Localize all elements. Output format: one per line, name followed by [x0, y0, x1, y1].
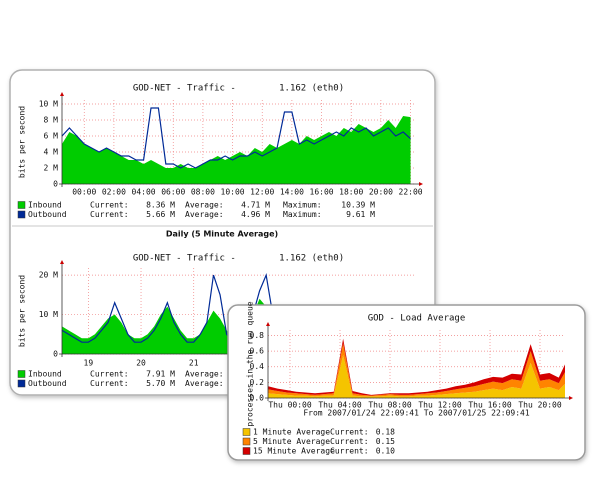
line	[61, 107, 411, 169]
legend-name: 15 Minute Average	[253, 447, 335, 456]
x-tick-label: 12:00	[250, 188, 274, 197]
x-tick-label: Thu 12:00	[418, 401, 462, 410]
y-tick-label: 0	[53, 350, 58, 359]
x-tick-label: 20	[136, 359, 146, 368]
y-axis-label: bits per second	[18, 275, 27, 347]
traffic-day-graph: GOD-NET - Traffic - 1.162 (eth0) bits per…	[17, 84, 423, 239]
axis-arrow	[569, 396, 573, 400]
legend-field: Current:	[330, 428, 369, 437]
axis-arrow	[60, 260, 64, 264]
y-tick-label: 0	[53, 180, 58, 189]
legend-value: 0.10	[376, 447, 395, 456]
graph-title: GOD - Load Average	[368, 314, 466, 324]
legend-swatch	[242, 428, 251, 436]
x-tick-label: Thu 00:00	[268, 401, 312, 410]
x-tick-label: 22:00	[399, 188, 423, 197]
legend-swatch	[17, 201, 26, 209]
axis-arrow	[60, 92, 64, 96]
y-tick-label: 0.2	[250, 378, 265, 387]
y-tick-label: 6 M	[44, 132, 59, 141]
graph-subtitle: From 2007/01/24 22:09:41 To 2007/01/25 2…	[303, 409, 530, 418]
x-tick-label: 04:00	[132, 188, 156, 197]
legend-field: Current:	[330, 447, 369, 456]
x-tick-label: 06:00	[161, 188, 185, 197]
legend-name: Outbound	[28, 379, 67, 388]
legend-value: 9.61 M	[346, 210, 375, 219]
y-tick-label: 8 M	[44, 116, 59, 125]
legend-swatch	[17, 210, 26, 219]
area	[268, 343, 565, 397]
x-tick-label: 16:00	[310, 188, 334, 197]
legend-field: Maximum:	[283, 210, 322, 219]
x-tick-label: 08:00	[191, 188, 215, 197]
y-tick-label: 10 M	[39, 310, 58, 319]
x-tick-label: 00:00	[72, 188, 96, 197]
x-tick-label: Thu 08:00	[368, 401, 412, 410]
x-tick-label: 21	[189, 359, 199, 368]
legend-field: Average:	[185, 210, 224, 219]
legend-field: Current:	[90, 201, 129, 210]
graph-title: GOD-NET - Traffic - 1.162 (eth0)	[133, 84, 344, 94]
x-tick-label: 10:00	[221, 188, 245, 197]
legend-value: 10.39 M	[341, 201, 375, 210]
legend-field: Average:	[185, 370, 224, 379]
area	[62, 116, 411, 184]
legend-value: 4.96 M	[241, 210, 270, 219]
y-tick-label: 4 M	[44, 148, 59, 157]
legend-field: Current:	[90, 210, 129, 219]
section-caption: Daily (5 Minute Average)	[166, 230, 278, 239]
legend-swatch	[17, 370, 26, 378]
y-tick-label: 0.4	[250, 362, 265, 371]
y-tick-label: 0.0	[250, 394, 265, 403]
legend-value: 5.66 M	[146, 210, 175, 219]
legend-value: 7.91 M	[146, 370, 175, 379]
legend-name: 5 Minute Average	[253, 437, 330, 446]
x-tick-label: Thu 16:00	[468, 401, 512, 410]
legend-field: Average:	[185, 379, 224, 388]
load-graph: GOD - Load Average processes in the run q…	[242, 301, 573, 456]
legend-value: 4.71 M	[241, 201, 270, 210]
legend-swatch	[242, 447, 251, 455]
legend-name: Inbound	[28, 370, 62, 379]
y-axis-label: processes in the run queue	[246, 301, 255, 426]
legend-swatch	[242, 437, 251, 446]
y-tick-label: 0.8	[250, 331, 265, 340]
area	[62, 298, 273, 354]
axis-arrow	[419, 182, 423, 186]
x-tick-label: 19	[84, 359, 94, 368]
y-tick-label: 0.6	[250, 347, 265, 356]
legend-value: 8.36 M	[146, 201, 175, 210]
legend-value: 5.70 M	[146, 379, 175, 388]
x-tick-label: 14:00	[280, 188, 304, 197]
legend-field: Maximum:	[283, 201, 322, 210]
legend-swatch	[17, 379, 26, 388]
y-tick-label: 2 M	[44, 164, 59, 173]
graph-title: GOD-NET - Traffic - 1.162 (eth0)	[133, 254, 344, 264]
x-tick-label: Thu 04:00	[318, 401, 362, 410]
legend-field: Current:	[330, 437, 369, 446]
x-tick-label: Thu 20:00	[518, 401, 562, 410]
area	[268, 338, 565, 396]
legend-name: Inbound	[28, 201, 62, 210]
y-axis-label: bits per second	[18, 106, 27, 178]
x-tick-label: 20:00	[369, 188, 393, 197]
legend-name: Outbound	[28, 210, 67, 219]
axis-arrow	[266, 322, 270, 326]
area	[268, 355, 565, 398]
y-tick-label: 20 M	[39, 271, 58, 280]
legend-name: 1 Minute Average	[253, 428, 330, 437]
legend-field: Average:	[185, 201, 224, 210]
legend-field: Current:	[90, 379, 129, 388]
legend-value: 0.15	[376, 437, 395, 446]
y-tick-label: 10 M	[39, 100, 58, 109]
legend-field: Current:	[90, 370, 129, 379]
legend-value: 0.18	[376, 428, 395, 437]
x-tick-label: 02:00	[102, 188, 126, 197]
x-tick-label: 18:00	[339, 188, 363, 197]
